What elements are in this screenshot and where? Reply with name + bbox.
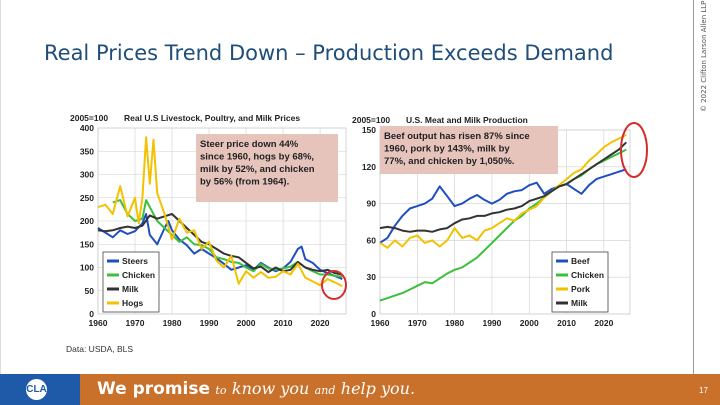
y-tick-label: 100 [80, 263, 94, 273]
y-tick-label: 150 [362, 125, 376, 135]
legend-label: Beef [571, 256, 590, 266]
x-tick-label: 2020 [594, 318, 613, 328]
y-tick-label: 30 [367, 272, 377, 282]
legend-label: Chicken [122, 270, 155, 280]
y-tick-label: 150 [80, 239, 94, 249]
y-tick-label: 60 [367, 235, 377, 245]
y-tick-label: 350 [80, 146, 94, 156]
series-line-milk [97, 213, 343, 276]
x-tick-label: 1990 [482, 318, 501, 328]
y-tick-label: 200 [80, 216, 94, 226]
page-title: Real Prices Trend Down – Production Exce… [44, 41, 614, 65]
y-axis-label: 2005=100 [70, 113, 108, 123]
annotation-line: 1960, pork by 143%, milk by [384, 144, 510, 155]
x-tick-label: 2010 [274, 318, 293, 328]
x-tick-label: 1990 [200, 318, 219, 328]
y-tick-label: 50 [85, 286, 95, 296]
y-tick-label: 400 [80, 123, 94, 133]
page-number: 17 [699, 386, 708, 395]
chart-title: U.S. Meat and Milk Production [406, 115, 528, 125]
logo-box: CLA [0, 374, 80, 405]
x-tick-label: 1960 [371, 318, 390, 328]
y-tick-label: 0 [89, 309, 94, 319]
cla-logo: CLA [26, 379, 47, 400]
series-line-beef [379, 168, 627, 244]
y-tick-label: 250 [80, 193, 94, 203]
promise-and: and [314, 384, 336, 397]
annotation-line: Beef output has risen 87% since [384, 131, 530, 142]
promise-know: know you [231, 379, 310, 398]
legend-label: Chicken [571, 270, 604, 280]
legend-label: Milk [122, 284, 139, 294]
right-divider-line [693, 0, 694, 374]
annotation-line: Steer price down 44% [200, 139, 299, 150]
y-tick-label: 90 [367, 199, 377, 209]
promise-to: to [215, 384, 227, 397]
x-tick-label: 2000 [237, 318, 256, 328]
left-edge-line [0, 0, 1, 374]
series-line-pork [379, 134, 627, 249]
source-note: Data: USDA, BLS [66, 344, 133, 354]
x-tick-label: 2000 [520, 318, 539, 328]
annotation-line: milk by 52%, and chicken [200, 164, 315, 175]
y-tick-label: 120 [362, 162, 376, 172]
x-tick-label: 1970 [408, 318, 427, 328]
y-tick-label: 300 [80, 170, 94, 180]
annotation-line: 77%, and chicken by 1,050%. [384, 156, 514, 167]
chart-meat-milk-production: 0 30 60 90 120 150 1960 1970 1980 1990 2000 2010 202… [352, 115, 648, 328]
x-tick-label: 2020 [311, 318, 330, 328]
y-tick-label: 0 [371, 309, 376, 319]
x-tick-label: 1970 [126, 318, 145, 328]
x-tick-label: 1980 [445, 318, 464, 328]
series-line-milk [379, 141, 627, 233]
x-tick-label: 1980 [163, 318, 182, 328]
promise-help: help you. [340, 379, 416, 398]
legend-label: Hogs [122, 298, 144, 308]
charts-figure: Data: USDA, BLS 050100150200250300350400… [66, 113, 648, 354]
highlight-circle [321, 270, 347, 300]
legend-label: Steers [122, 256, 148, 266]
annotation-box [380, 126, 558, 174]
annotation-box [196, 134, 338, 202]
highlight-circle [620, 122, 648, 178]
legend-label: Milk [571, 298, 588, 308]
footer-bar: CLA We promise to know you and help you.… [0, 374, 720, 405]
annotation-line: since 1960, hogs by 68%, [200, 152, 314, 163]
promise-tagline: We promise to know you and help you. [97, 379, 415, 399]
y-axis-label: 2005=100 [352, 115, 390, 125]
chart-title: Real U.S Livestock, Poultry, and Milk Pr… [124, 113, 300, 123]
copyright-text: © 2022 Clifton Larson Allen LLP [700, 0, 708, 112]
chart-livestock-prices: 0 50 100 150 200 250 300 350 400 1960 1970 1980 1990… [70, 113, 347, 328]
annotation-line: by 56% (from 1964). [200, 177, 289, 188]
x-tick-label: 1960 [89, 318, 108, 328]
promise-bold: We promise [97, 379, 211, 399]
legend-label: Pork [571, 284, 590, 294]
series-line-hogs [97, 136, 343, 287]
x-tick-label: 2010 [557, 318, 576, 328]
